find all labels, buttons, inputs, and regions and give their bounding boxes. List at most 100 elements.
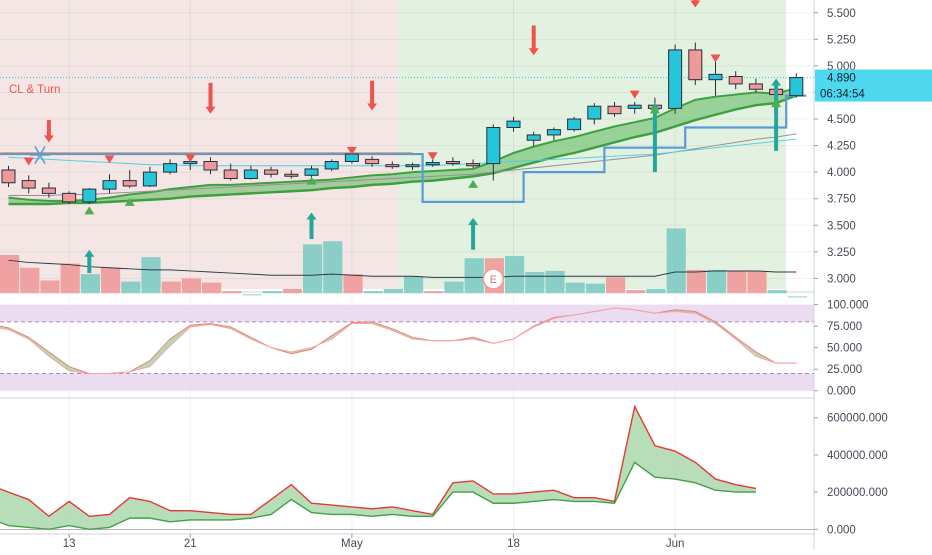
candle-up [243,169,258,179]
candle-down [284,173,299,177]
volume-bar [303,244,323,294]
volume-diff-fill [0,406,756,530]
sell-marker [23,157,34,166]
time-tick-label: 13 [63,538,76,550]
volume-bar [525,272,545,294]
sell-arrow-head [367,103,378,111]
candle-up [546,129,561,136]
sell-arrow-head [690,0,701,8]
volume-diff-tick-label: 0.000 [827,524,856,536]
volume-bar [727,270,747,294]
price-tick-label: 4.250 [827,141,856,153]
candle-up [163,163,178,173]
candle-up [526,134,541,141]
time-tick-label: 21 [184,538,197,550]
volume-bar [80,274,100,294]
buy-marker [649,105,660,114]
candle-up [789,77,804,97]
buy-arrow-head [468,217,479,225]
volume-bar [363,291,383,294]
candle-down [365,158,380,165]
volume-bar [383,289,403,294]
candle-down [728,76,743,85]
volume-bar [101,267,121,294]
candle-up [324,161,339,170]
candle-down [385,164,400,168]
snowflake-stroke [34,145,46,165]
candle-up [425,162,440,166]
price-tick-label: 3.750 [827,194,856,206]
volume-bar [646,289,666,294]
blue-step-line [0,94,807,203]
volume-bar [666,228,686,294]
volume-diff-tick-label: 200000.000 [827,487,888,499]
buy-arrow [471,223,476,250]
price-tick-label: 4.500 [827,114,856,126]
price-tick-label: 3.000 [827,273,856,285]
sell-marker [104,155,115,164]
candle-up [304,168,319,176]
volume-diff-line-a [0,404,757,518]
candle-down [62,192,77,203]
volume-bar [222,291,242,294]
volume-diff-pane [0,404,814,530]
ma-fast-line [8,87,797,202]
volume-bar [323,241,343,294]
volume-bar [343,274,363,294]
stoch-tick-label: 25.000 [827,364,862,376]
volume-bar [262,291,282,294]
candle-down [122,180,137,187]
cyan-line [8,138,797,167]
price-tick-label: 4.000 [827,167,856,179]
buy-marker [124,197,135,206]
sell-arrow [531,25,536,50]
volume-bar [585,283,605,294]
volume-bar [565,282,585,294]
candle-up [587,105,602,120]
bearish-region [0,0,398,289]
candle-up [668,49,683,109]
time-tick-label: May [341,538,363,550]
volume-diff-tick-label: 600000.000 [827,413,888,425]
candle-down [445,161,460,164]
candle-up [506,120,521,128]
sell-marker [185,154,196,163]
volume-bar [161,281,181,294]
volume-diff-tick-label: 400000.000 [827,450,888,462]
candle-down [748,83,763,90]
buy-arrow-head [84,249,95,257]
sell-marker [710,54,721,63]
stoch-tick-label: 50.000 [827,343,862,355]
countdown-label: 06:34:54 [820,89,865,101]
candle-down [223,169,238,179]
axes-layer[interactable]: 5.5005.2505.0004.7504.5004.2504.0003.750… [63,0,932,550]
volume-bar [767,290,787,294]
candle-down [1,169,16,184]
candle-up [567,118,582,131]
volume-bar [626,290,646,294]
last-price-label: 4.890 [827,73,856,85]
volume-bar [444,281,464,294]
indicator-label: CL & Turn [9,84,60,96]
countdown-label-bg [815,85,932,102]
ma-slow-line [8,94,797,206]
buy-marker [468,179,479,188]
candle-up [708,73,723,81]
stoch-tick-label: 75.000 [827,321,862,333]
earnings-marker[interactable] [482,268,505,290]
candle-up [102,180,117,190]
volume-bar [404,276,424,294]
time-tick-label: 18 [507,538,520,550]
volume-bar [424,291,444,294]
volume-bar [181,278,201,294]
volume-bar [707,269,727,294]
buy-arrow [652,109,657,173]
volume-bar [747,270,767,294]
stoch-d-line [0,307,797,374]
sell-arrow-head [43,135,54,143]
price-tick-label: 5.500 [827,8,856,20]
candle-up [82,188,97,203]
price-tick-label: 5.250 [827,34,856,46]
volume-diff-line-b [0,461,756,530]
